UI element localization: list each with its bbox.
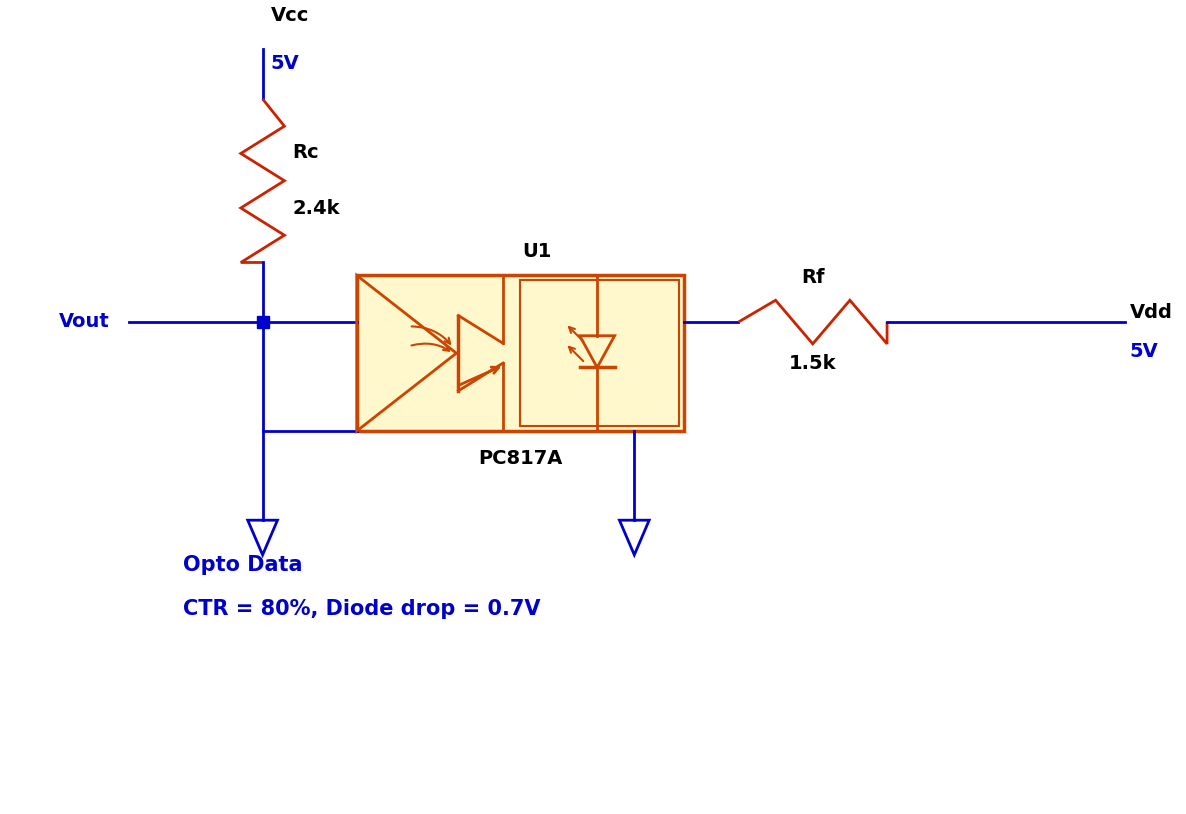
Text: Vout: Vout [59, 313, 110, 331]
Text: Vcc: Vcc [270, 6, 308, 24]
Bar [357, 275, 684, 431]
Text: U1: U1 [522, 242, 551, 260]
Text: 1.5k: 1.5k [789, 354, 836, 373]
Bar [521, 280, 678, 426]
Text: Rf: Rf [801, 269, 824, 287]
Text: CTR = 80%, Diode drop = 0.7V: CTR = 80%, Diode drop = 0.7V [184, 599, 541, 619]
Text: PC817A: PC817A [478, 449, 562, 468]
Text: 5V: 5V [1130, 343, 1159, 361]
Text: 2.4k: 2.4k [292, 199, 340, 218]
Text: Rc: Rc [292, 143, 319, 163]
Text: 5V: 5V [270, 55, 299, 73]
Text: Opto Data: Opto Data [184, 554, 302, 575]
Text: Vdd: Vdd [1130, 303, 1173, 322]
